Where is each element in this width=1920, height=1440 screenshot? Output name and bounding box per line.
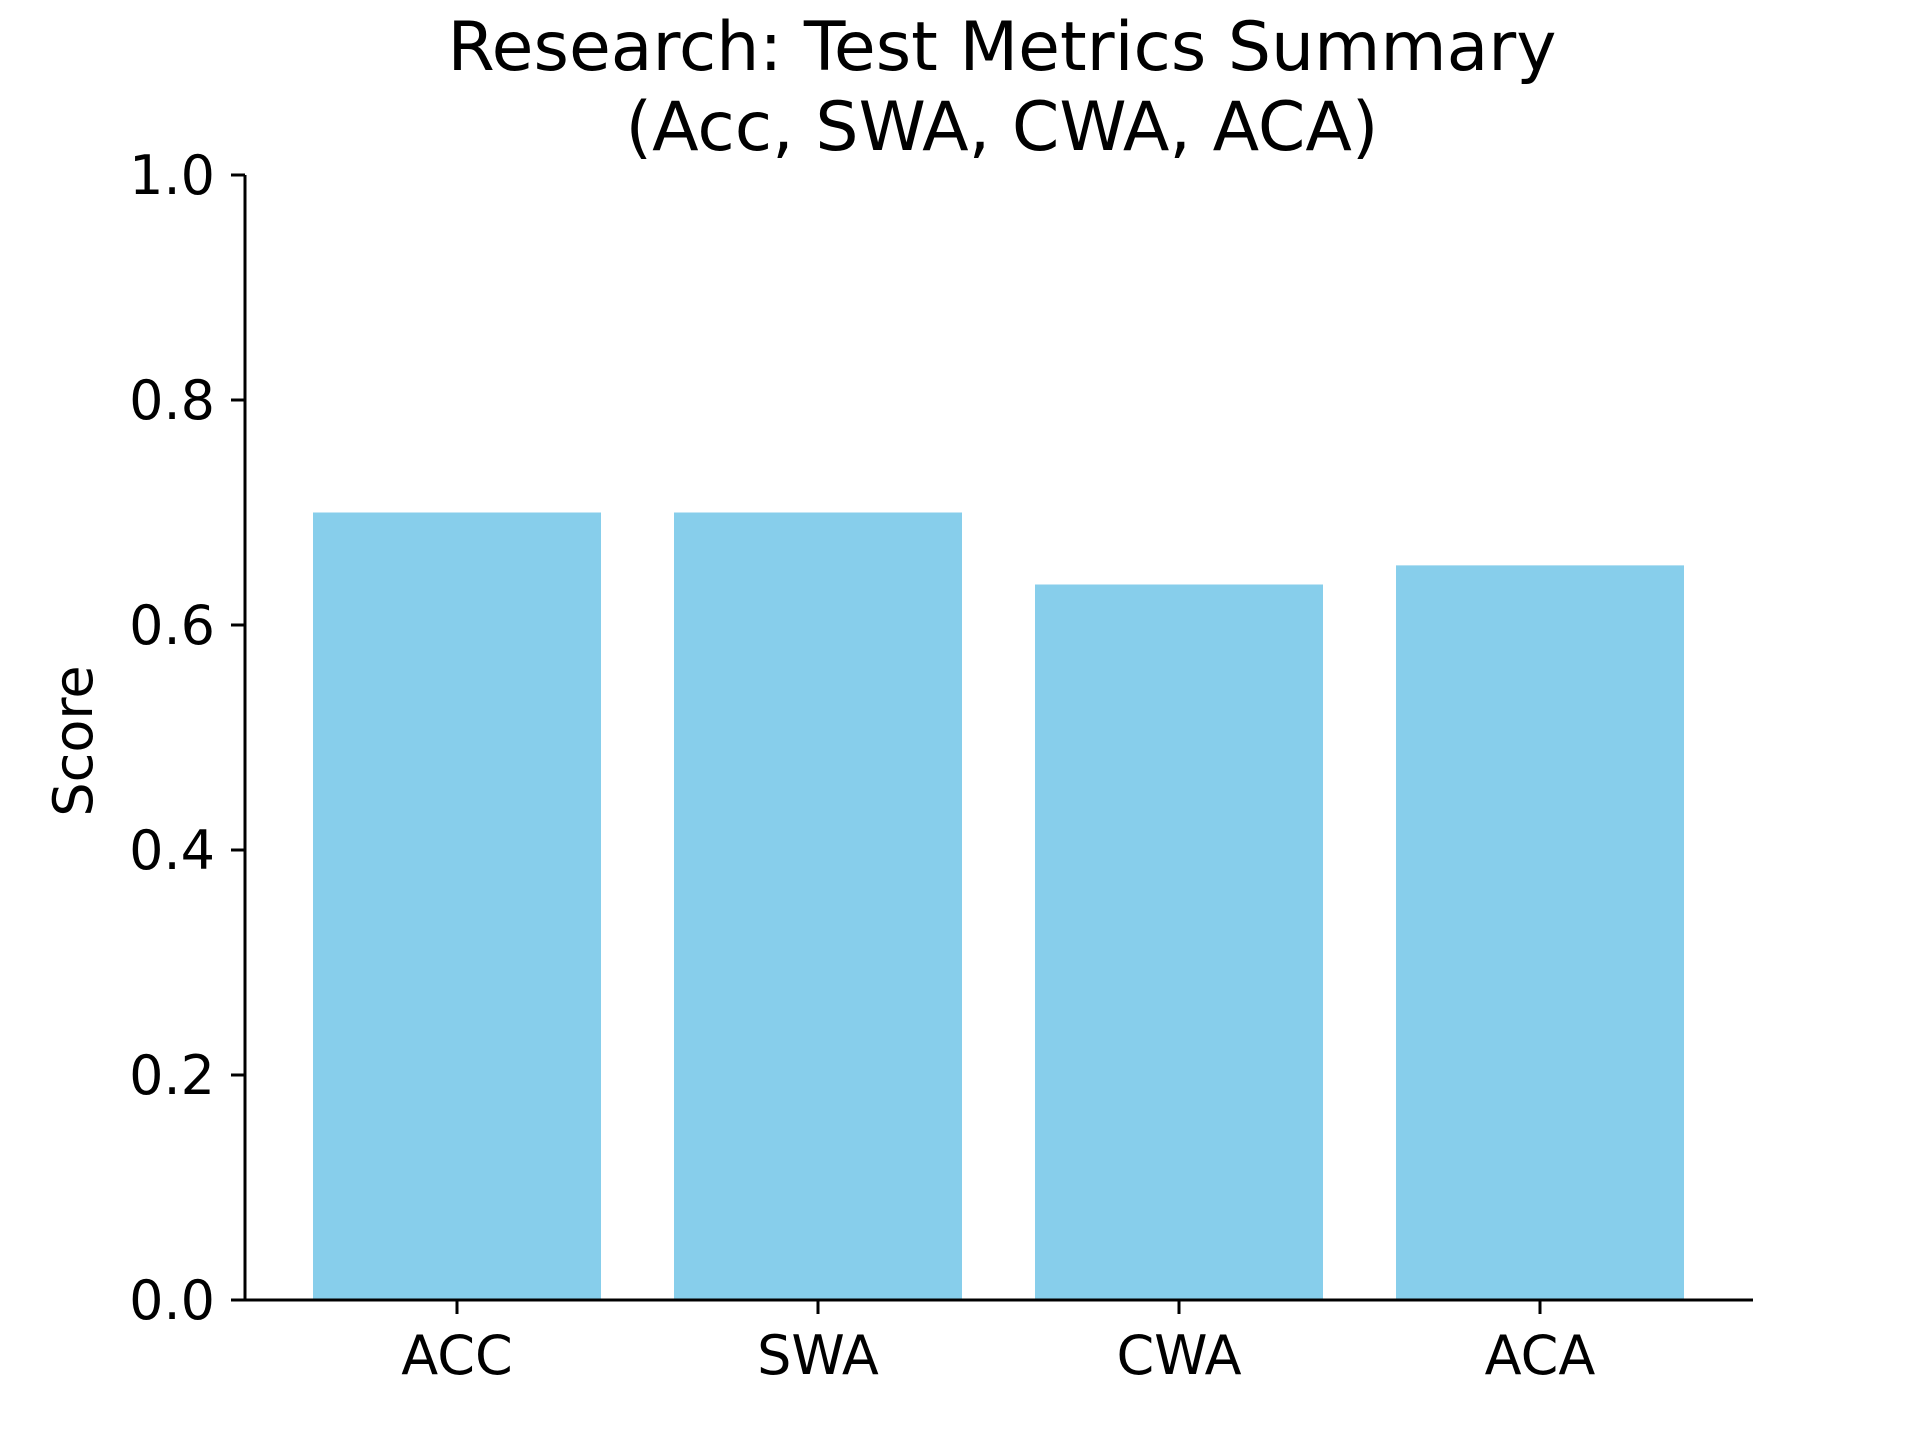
chart-title-line-1: Research: Test Metrics Summary bbox=[447, 8, 1556, 87]
y-tick-label: 1.0 bbox=[129, 144, 215, 207]
y-tick-label: 0.4 bbox=[129, 819, 215, 882]
x-tick-label: CWA bbox=[1116, 1324, 1241, 1387]
bar-swa bbox=[674, 512, 962, 1300]
x-tick-label: SWA bbox=[757, 1324, 879, 1387]
chart-title: Research: Test Metrics Summary (Acc, SWA… bbox=[447, 8, 1556, 167]
y-tick-label: 0.8 bbox=[129, 369, 215, 432]
chart-title-line-2: (Acc, SWA, CWA, ACA) bbox=[626, 88, 1379, 167]
x-tick-label: ACC bbox=[401, 1324, 512, 1387]
x-axis-ticks: ACC SWA CWA ACA bbox=[401, 1300, 1595, 1387]
y-axis-ticks: 0.0 0.2 0.4 0.6 0.8 1.0 bbox=[129, 144, 245, 1332]
bar-cwa bbox=[1035, 584, 1323, 1300]
y-tick-label: 0.6 bbox=[129, 594, 215, 657]
x-tick-label: ACA bbox=[1485, 1324, 1596, 1387]
bar-acc bbox=[313, 512, 601, 1300]
bars-group bbox=[313, 512, 1684, 1300]
y-tick-label: 0.2 bbox=[129, 1044, 215, 1107]
y-axis-label: Score bbox=[42, 665, 105, 816]
y-tick-label: 0.0 bbox=[129, 1269, 215, 1332]
bar-aca bbox=[1396, 565, 1684, 1300]
